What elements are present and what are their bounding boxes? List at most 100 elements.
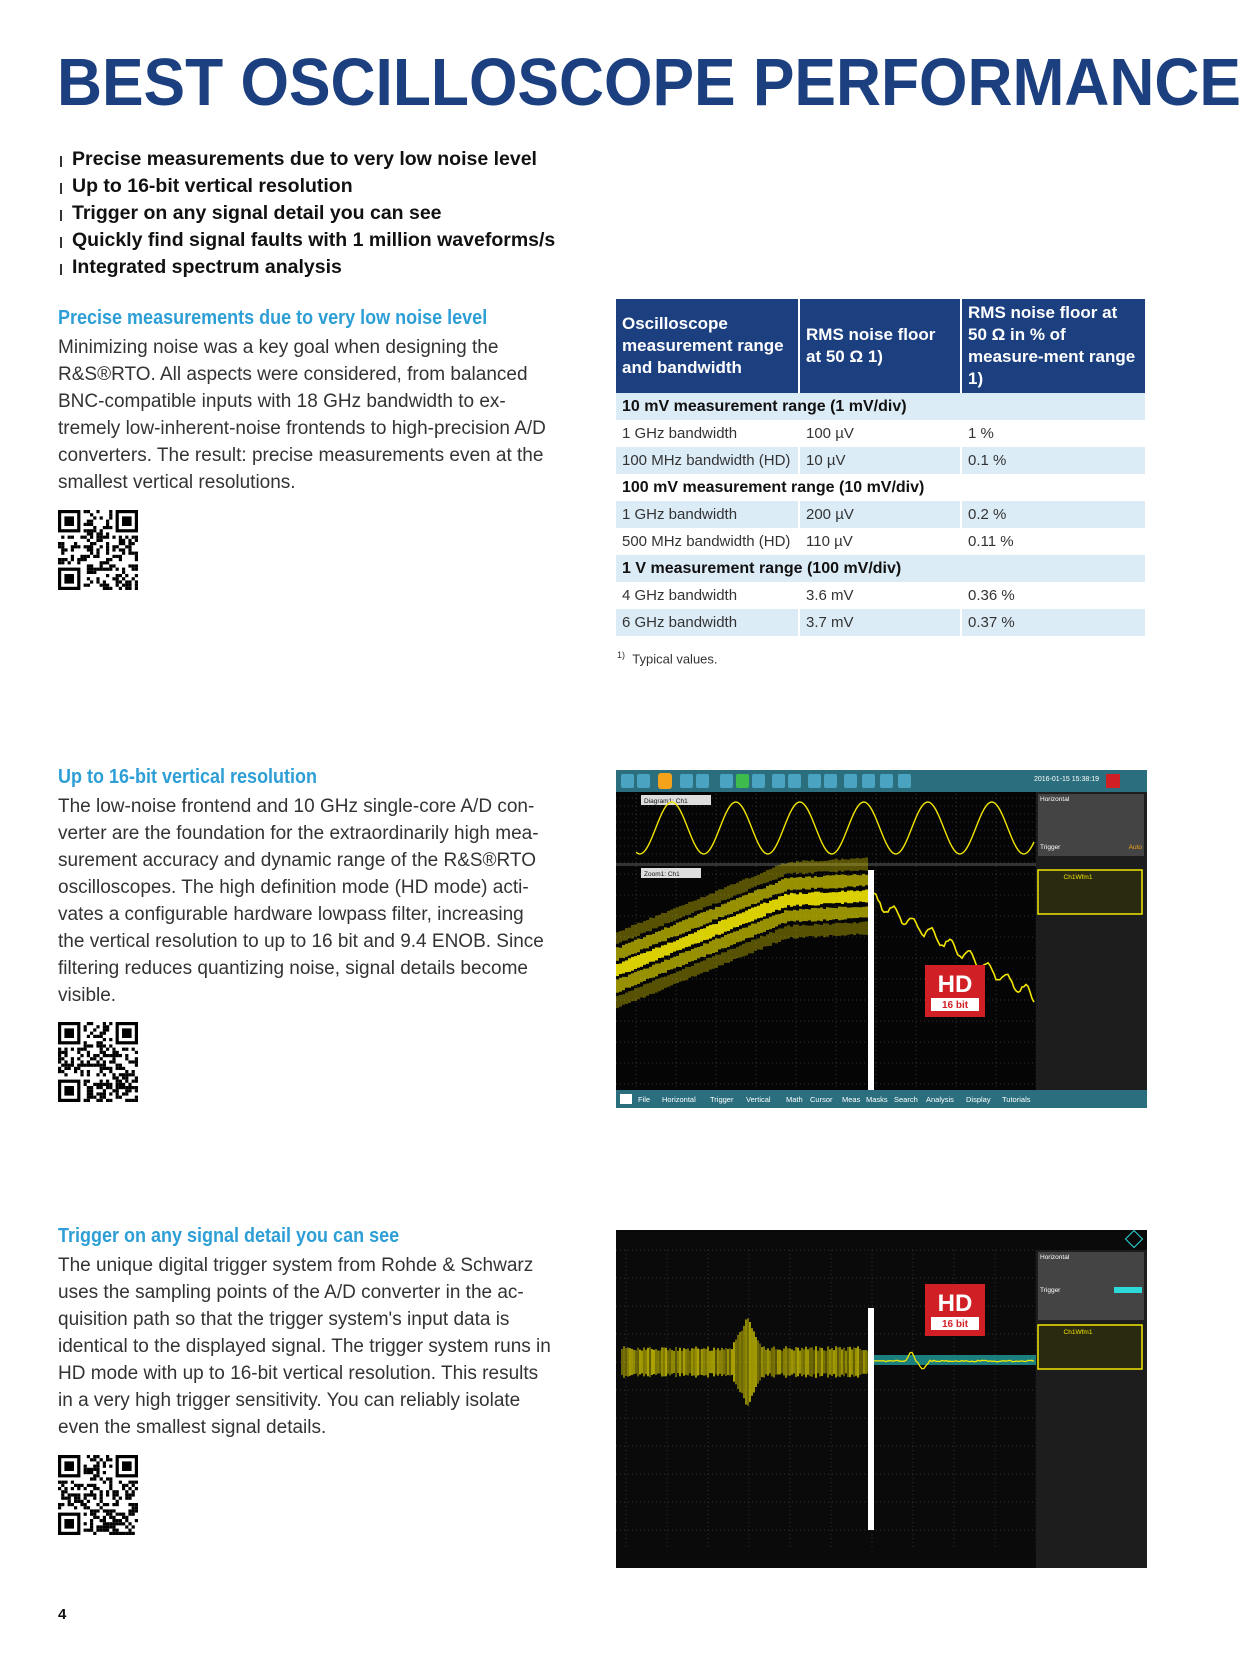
noise-segment — [616, 995, 619, 1009]
diagram-tab[interactable] — [641, 795, 711, 805]
channel-panel[interactable] — [1037, 869, 1143, 915]
qr-module — [74, 542, 78, 546]
table-row: 6 GHz bandwidth 3.7 mV 0.37 % — [616, 609, 1147, 636]
horizontal-panel[interactable] — [1038, 1252, 1144, 1320]
noise-segment — [628, 974, 631, 988]
noise-segment — [769, 869, 772, 881]
noise-segment — [766, 885, 769, 899]
noise-segment — [682, 920, 685, 934]
qr-module — [96, 1060, 100, 1064]
qr-code[interactable] — [58, 1022, 138, 1102]
noise-segment — [745, 942, 748, 956]
qr-module — [93, 1474, 97, 1478]
noise-segment — [637, 938, 640, 953]
hd-trace — [873, 1351, 1035, 1370]
noise-segment — [625, 960, 628, 973]
qr-module — [77, 545, 81, 549]
noise-segment — [673, 908, 676, 921]
menu-item[interactable]: Cursor — [810, 1095, 833, 1104]
channel-panel[interactable] — [1037, 1324, 1143, 1370]
noise-segment — [811, 1347, 813, 1377]
noise-segment — [679, 1347, 681, 1377]
hd-badge-text: HD — [938, 971, 973, 998]
apps-icon — [620, 1094, 632, 1104]
oscilloscope-screenshot-trigger: HD 16 bit Horizontal Trigger Ch1Wfm1 — [616, 1230, 1147, 1568]
noise-segment — [724, 887, 727, 900]
noise-segment — [772, 884, 775, 895]
menu-item[interactable]: Masks — [866, 1095, 888, 1104]
qr-module — [96, 1054, 100, 1058]
menu-item[interactable]: Display — [966, 1095, 991, 1104]
noise-segment — [865, 921, 868, 935]
noise-segment — [778, 928, 781, 942]
menu-item[interactable]: Math — [786, 1095, 803, 1104]
qr-module — [102, 567, 106, 571]
qr-module — [61, 1480, 65, 1484]
noise-segment — [863, 1350, 865, 1374]
qr-module — [128, 1522, 132, 1526]
qr-module — [99, 1092, 103, 1096]
qr-module — [93, 1057, 97, 1061]
noise-segment — [793, 1350, 795, 1374]
noise-segment — [778, 880, 781, 894]
noise-segment — [658, 931, 661, 943]
menu-item[interactable]: Analysis — [926, 1095, 954, 1104]
qr-module — [109, 1480, 113, 1484]
noise-segment — [826, 923, 829, 937]
menu-item[interactable]: Search — [894, 1095, 918, 1104]
noise-segment — [616, 947, 619, 961]
qr-module — [115, 1531, 119, 1535]
qr-module — [61, 542, 65, 546]
noise-segment — [787, 1348, 789, 1376]
noise-segment — [712, 956, 715, 969]
qr-module — [125, 574, 129, 578]
noise-segment — [727, 885, 730, 899]
qr-code[interactable] — [58, 1455, 138, 1535]
noise-segment — [825, 1350, 827, 1374]
qr-module — [102, 561, 106, 565]
noise-segment — [631, 973, 634, 987]
qr-module — [102, 1471, 106, 1475]
qr-module — [61, 1057, 65, 1061]
noise-segment — [661, 929, 664, 942]
menu-item[interactable]: Vertical — [746, 1095, 771, 1104]
menu-item[interactable]: Trigger — [710, 1095, 734, 1104]
noise-segment — [643, 953, 646, 965]
qr-module — [106, 1509, 110, 1513]
noise-segment — [823, 923, 826, 938]
menu-item[interactable]: File — [638, 1095, 650, 1104]
noise-segment — [760, 903, 763, 918]
qr-finder — [122, 1028, 132, 1038]
noise-segment — [727, 933, 730, 947]
qr-module — [128, 1496, 132, 1500]
qr-module — [96, 1455, 100, 1459]
qr-module — [122, 1076, 126, 1080]
menu-item[interactable]: Horizontal — [662, 1095, 696, 1104]
zoom-tab[interactable] — [641, 868, 701, 878]
menu-item[interactable]: Tutorials — [1002, 1095, 1031, 1104]
qr-module — [83, 545, 87, 549]
qr-module — [80, 1060, 84, 1064]
noise-segment — [748, 892, 751, 907]
noise-segment — [649, 1346, 651, 1378]
qr-module — [112, 1509, 116, 1513]
noise-segment — [799, 1350, 801, 1374]
noise-segment — [814, 891, 817, 906]
qr-module — [134, 1509, 138, 1513]
noise-segment — [697, 947, 700, 959]
qr-module — [99, 1496, 103, 1500]
noise-segment — [688, 966, 691, 978]
noise-segment — [817, 924, 820, 937]
qr-module — [131, 1490, 135, 1494]
qr-module — [96, 1086, 100, 1090]
qr-module — [128, 548, 132, 552]
noise-segment — [703, 911, 706, 925]
qr-module — [131, 1503, 135, 1507]
qr-code[interactable] — [58, 510, 138, 590]
horizontal-panel[interactable] — [1038, 794, 1144, 856]
qr-module — [106, 532, 110, 536]
noise-segment — [685, 936, 688, 948]
qr-module — [109, 1038, 113, 1042]
qr-module — [90, 513, 94, 517]
menu-item[interactable]: Meas — [842, 1095, 861, 1104]
